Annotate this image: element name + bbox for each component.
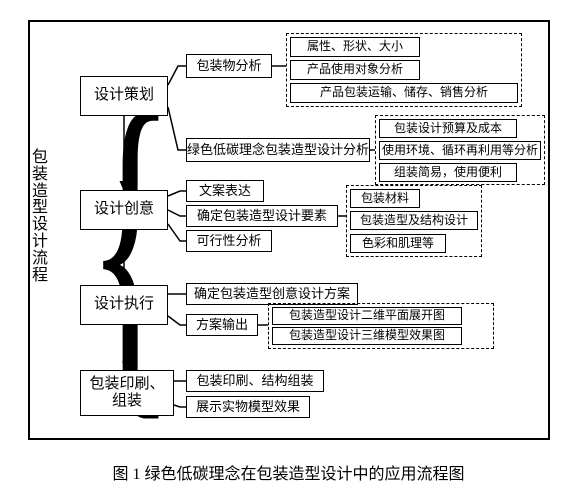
l-assembly: 组装简易，使用便利 bbox=[379, 163, 517, 182]
mid-print: 包装印刷、结构组装 bbox=[186, 370, 324, 392]
mid-output: 方案输出 bbox=[186, 314, 258, 336]
l-struct: 包装造型及结构设计 bbox=[350, 211, 478, 230]
l-3d: 包装造型设计三维模型效果图 bbox=[272, 327, 462, 345]
mid-obj-analysis: 包装物分析 bbox=[186, 54, 272, 78]
stage-planning: 设计策划 bbox=[80, 76, 168, 116]
mid-feasibility: 可行性分析 bbox=[186, 230, 272, 252]
l-color: 色彩和肌理等 bbox=[350, 234, 446, 253]
sidebar-title: 包装造型设计流程 bbox=[32, 150, 48, 284]
l-material: 包装材料 bbox=[350, 189, 420, 208]
stage-print: 包装印刷、组装 bbox=[80, 370, 174, 416]
stage-execute: 设计执行 bbox=[80, 285, 168, 325]
l-env: 使用环境、循环再利用等分析 bbox=[379, 141, 541, 160]
mid-display: 展示实物模型效果 bbox=[186, 396, 310, 418]
l-user: 产品使用对象分析 bbox=[290, 60, 420, 80]
l-2d: 包装造型设计二维平面展开图 bbox=[272, 307, 462, 325]
l-logistics: 产品包装运输、储存、销售分析 bbox=[290, 83, 518, 103]
mid-green-analysis: 绿色低碳理念包装造型设计分析 bbox=[186, 138, 370, 162]
l-attr: 属性、形状、大小 bbox=[290, 37, 420, 57]
figure-caption: 图 1 绿色低碳理念在包装造型设计中的应用流程图 bbox=[0, 460, 577, 484]
mid-copywriting: 文案表达 bbox=[186, 180, 264, 202]
mid-scheme: 确定包装造型创意设计方案 bbox=[186, 283, 358, 305]
l-budget: 包装设计预算及成本 bbox=[379, 119, 517, 138]
stage-creative: 设计创意 bbox=[80, 190, 168, 230]
mid-elements: 确定包装造型设计要素 bbox=[186, 205, 338, 227]
